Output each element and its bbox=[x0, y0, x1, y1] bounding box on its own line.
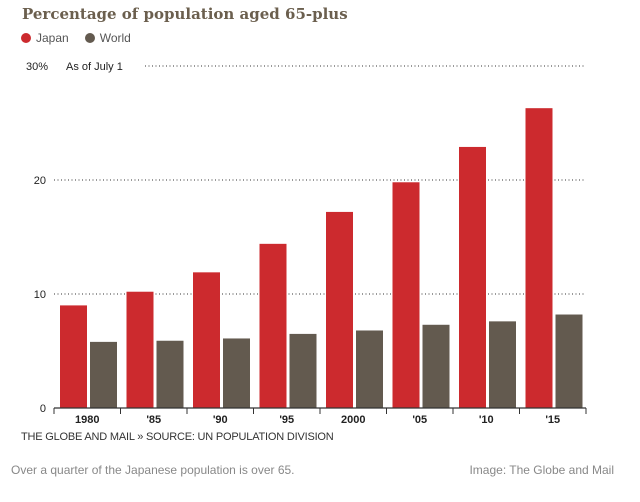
y-tick-label: 20 bbox=[34, 175, 46, 187]
source-note: THE GLOBE AND MAIL » SOURCE: UN POPULATI… bbox=[21, 431, 334, 443]
bar-japan-85 bbox=[126, 291, 154, 408]
x-tick-label: '05 bbox=[412, 414, 427, 426]
x-tick-label: 1980 bbox=[75, 414, 99, 426]
legend-label-world: World bbox=[99, 31, 131, 45]
x-tick-label: '10 bbox=[479, 414, 494, 426]
y-tick-label: 30% bbox=[26, 61, 48, 73]
bar-japan-10 bbox=[459, 146, 486, 408]
bar-japan-05 bbox=[392, 182, 420, 408]
bar-world-2000 bbox=[356, 330, 383, 408]
bar-world-90 bbox=[223, 338, 250, 408]
x-tick-label: 2000 bbox=[341, 414, 365, 426]
x-tick-label: '15 bbox=[545, 414, 560, 426]
chart-title: Percentage of population aged 65-plus bbox=[22, 5, 348, 23]
annotation-as-of: As of July 1 bbox=[66, 61, 123, 73]
bar-world-10 bbox=[489, 321, 516, 408]
legend: Japan World bbox=[21, 31, 147, 45]
bar-world-1980 bbox=[90, 341, 117, 408]
bar-world-95 bbox=[289, 333, 317, 408]
legend-swatch-world bbox=[84, 33, 95, 43]
bar-japan-2000 bbox=[326, 211, 353, 408]
x-tick-label: '95 bbox=[279, 414, 294, 426]
bar-chart: 0 10 20 30% As of July 1 1980 '85 '90 '95 2000 '05… bbox=[26, 61, 587, 426]
bar-japan-95 bbox=[259, 243, 287, 408]
bar-world-15 bbox=[555, 314, 583, 408]
y-tick-label: 10 bbox=[34, 289, 46, 301]
image-credit: Image: The Globe and Mail bbox=[469, 463, 614, 477]
legend-label-japan: Japan bbox=[36, 31, 69, 45]
y-tick-label: 0 bbox=[40, 403, 46, 415]
bar-japan-90 bbox=[193, 272, 220, 408]
bar-world-85 bbox=[156, 340, 184, 408]
bar-japan-1980 bbox=[60, 305, 87, 408]
x-tick-label: '85 bbox=[146, 414, 161, 426]
caption: Over a quarter of the Japanese populatio… bbox=[11, 463, 295, 477]
x-tick-label: '90 bbox=[213, 414, 228, 426]
legend-swatch-japan bbox=[21, 33, 31, 43]
bar-world-05 bbox=[422, 324, 450, 408]
bar-japan-15 bbox=[525, 108, 553, 409]
